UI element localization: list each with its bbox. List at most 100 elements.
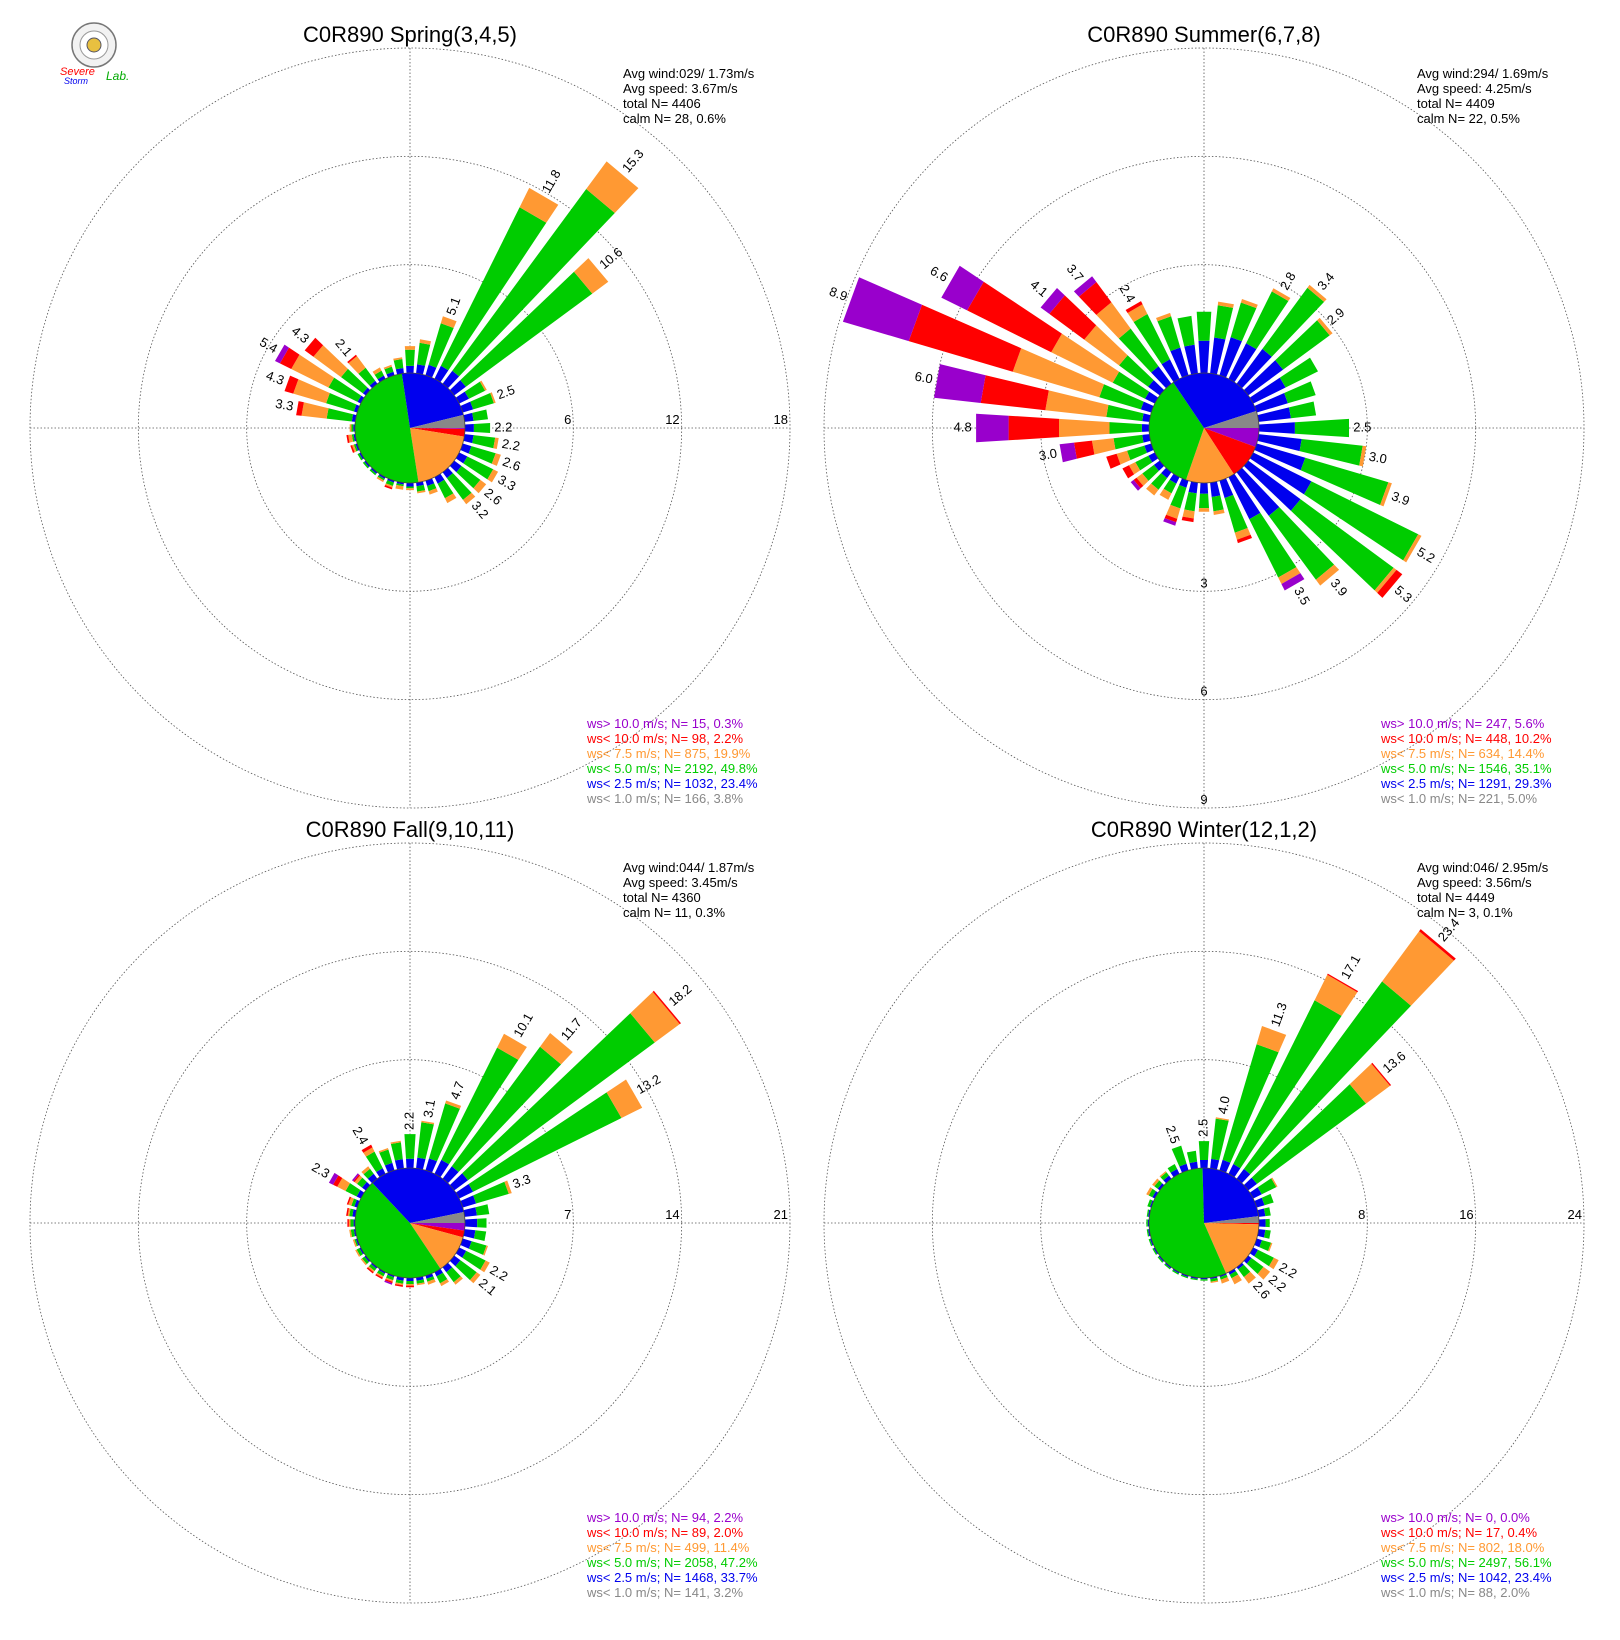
- petal-segment-green: [1243, 981, 1411, 1175]
- petal-segment-blue: [1219, 478, 1234, 499]
- petal-segment-orange: [360, 1258, 367, 1266]
- petal-label: 4.1: [1027, 277, 1050, 300]
- petal-label: 3.9: [1328, 576, 1351, 599]
- petal-segment-green: [1265, 1218, 1270, 1228]
- legend-entry: ws< 10.0 m/s; N= 89, 2.0%: [586, 1525, 744, 1540]
- petal-label: 4.3: [289, 323, 312, 346]
- petal-segment-green: [406, 1281, 414, 1285]
- petal-segment-orange: [445, 1100, 462, 1109]
- petal-segment-blue: [1258, 422, 1295, 434]
- legend-entry: ws< 5.0 m/s; N= 2192, 49.8%: [586, 761, 758, 776]
- petal-segment-green: [1224, 494, 1248, 533]
- petal-segment-orange: [440, 1279, 449, 1287]
- petal-segment-green: [1157, 1256, 1164, 1263]
- petal-label: 2.1: [332, 336, 355, 359]
- petal-segment-blue: [416, 1157, 426, 1170]
- petal-segment-blue: [1199, 482, 1209, 494]
- legend-entry: ws< 7.5 m/s; N= 802, 18.0%: [1380, 1540, 1545, 1555]
- petal-label: 3.9: [1390, 488, 1412, 508]
- petal-segment-green: [446, 473, 472, 500]
- petal-segment-blue: [394, 1159, 404, 1170]
- petal-segment-green: [350, 1219, 354, 1227]
- petal-segment-blue: [1188, 481, 1198, 494]
- petal-segment-blue: [1152, 1191, 1159, 1199]
- pie-slice: [355, 1182, 441, 1278]
- petal-segment-blue: [1254, 1197, 1265, 1208]
- petal-segment-blue: [367, 1173, 378, 1184]
- chart-title: C0R890 Winter(12,1,2): [1091, 817, 1317, 842]
- petal-label: 3.3: [274, 396, 294, 414]
- petal-segment-blue: [371, 1262, 378, 1269]
- pie-slice: [410, 1211, 466, 1223]
- petal-segment-red: [346, 1196, 352, 1205]
- petal-segment-green: [350, 1229, 355, 1237]
- petal-segment-green: [356, 1248, 363, 1256]
- petal-segment-orange: [427, 1279, 436, 1285]
- petal-segment-orange: [1271, 288, 1291, 301]
- petal-label: 6.0: [914, 369, 934, 387]
- petal-segment-green: [1230, 302, 1257, 342]
- petal-segment-red: [1049, 295, 1097, 340]
- pie-slice: [1204, 410, 1259, 428]
- legend-entry: ws< 7.5 m/s; N= 634, 14.4%: [1380, 746, 1545, 761]
- petal-segment-blue: [1165, 1262, 1172, 1269]
- petal-segment-green: [426, 1276, 435, 1282]
- petal-label: 3.0: [1368, 449, 1388, 467]
- petal-segment-blue: [1243, 1177, 1257, 1191]
- petal-segment-blue: [449, 1173, 468, 1191]
- petal-segment-red: [366, 1267, 374, 1274]
- petal-segment-green: [472, 409, 488, 421]
- petal-segment-blue: [1254, 393, 1288, 413]
- petal-segment-green: [1211, 495, 1224, 512]
- petal-segment-red: [1106, 453, 1121, 469]
- petal-segment-orange: [1127, 304, 1148, 322]
- petal-label: 2.5: [1163, 1123, 1183, 1145]
- petal-segment-green: [468, 1241, 487, 1255]
- petal-segment-orange: [574, 258, 609, 294]
- petal-segment-orange: [473, 479, 487, 494]
- petal-segment-blue: [463, 412, 474, 422]
- petal-segment-green: [404, 1134, 416, 1159]
- petal-segment-blue: [1243, 460, 1301, 511]
- petal-segment-blue: [434, 1268, 443, 1277]
- petal-segment-orange: [504, 1180, 512, 1194]
- petal-segment-orange: [1136, 473, 1149, 486]
- petal-segment-purple: [842, 277, 922, 342]
- petal-segment-red: [1133, 477, 1144, 489]
- petal-segment-orange: [416, 1282, 425, 1286]
- petal-segment-purple: [941, 265, 984, 311]
- petal-segment-blue: [355, 443, 360, 451]
- petal-segment-orange: [479, 380, 487, 391]
- petal-segment-orange: [1307, 284, 1327, 302]
- petal-segment-green: [351, 434, 355, 442]
- petal-label: 8.9: [827, 284, 849, 304]
- pie-slice: [410, 1223, 465, 1238]
- legend-entry: ws< 2.5 m/s; N= 1468, 33.7%: [586, 1570, 758, 1585]
- petal-segment-green: [1135, 455, 1153, 471]
- petal-segment-blue: [442, 1166, 459, 1184]
- petal-segment-green: [1186, 1150, 1198, 1163]
- petal-segment-green: [1167, 1164, 1178, 1173]
- petal-label: 5.2: [1414, 544, 1437, 566]
- petal-segment-blue: [1249, 1247, 1259, 1257]
- petal-segment-red: [1371, 1062, 1392, 1086]
- petal-segment-red: [347, 1219, 349, 1227]
- petal-segment-green: [417, 1122, 434, 1159]
- legend-entry: ws< 5.0 m/s; N= 1546, 35.1%: [1380, 761, 1552, 776]
- petal-segment-blue: [378, 1268, 386, 1274]
- petal-segment-blue: [1184, 344, 1198, 375]
- petal-label: 2.3: [309, 1159, 332, 1181]
- petal-segment-green: [1259, 1240, 1272, 1251]
- pie-outline: [354, 372, 466, 484]
- petal-label: 3.5: [1291, 584, 1313, 607]
- ring-label: 6: [1200, 684, 1207, 699]
- petal-segment-blue: [425, 1158, 437, 1173]
- petal-segment-green: [395, 1279, 404, 1284]
- petal-segment-green: [474, 1230, 487, 1241]
- petal-segment-red: [361, 1144, 373, 1153]
- petal-segment-purple: [976, 413, 1009, 443]
- petal-segment-blue: [1257, 434, 1302, 452]
- stats-line: total N= 4449: [1417, 890, 1495, 905]
- petal-segment-green: [362, 461, 369, 469]
